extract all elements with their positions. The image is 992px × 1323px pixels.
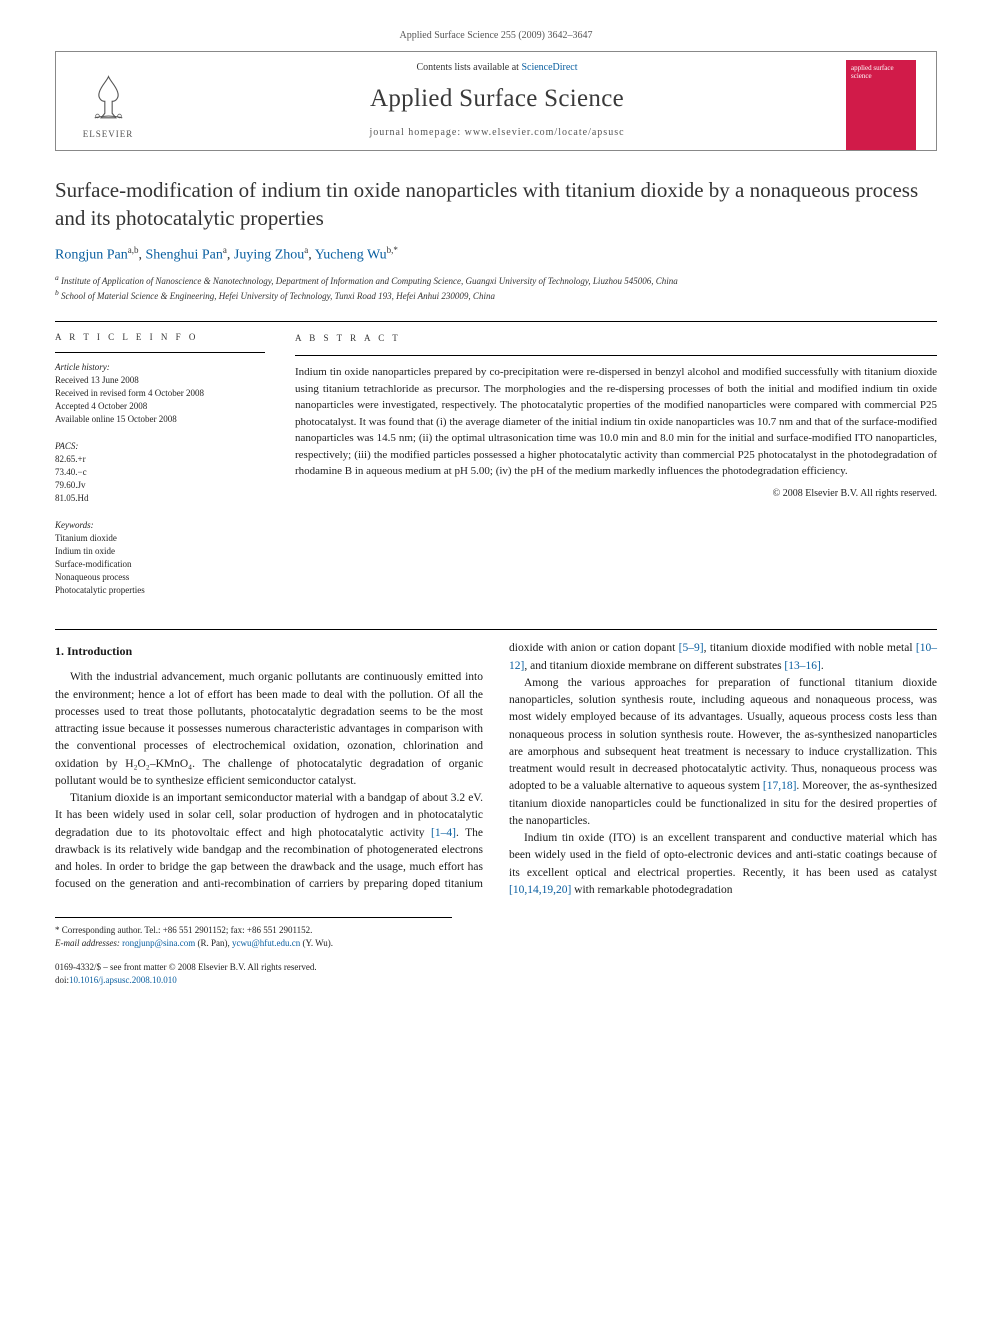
author-affil-sup: a [304,245,308,255]
affiliation-a: Institute of Application of Nanoscience … [61,276,678,286]
body-span: Indium tin oxide (ITO) is an excellent t… [509,832,937,879]
body-span: , and titanium dioxide membrane on diffe… [524,660,784,672]
article-info-column: A R T I C L E I N F O Article history: R… [55,332,265,612]
body-span: Among the various approaches for prepara… [509,677,937,793]
doi-link[interactable]: 10.1016/j.apsusc.2008.10.010 [69,975,177,985]
divider [55,629,937,630]
homepage-url: www.elsevier.com/locate/apsusc [465,127,625,138]
pacs-label: PACS: [55,440,265,453]
article-title: Surface-modification of indium tin oxide… [55,176,937,233]
keyword: Titanium dioxide [55,532,265,545]
author-link[interactable]: Shenghui Pan [145,247,222,262]
author-link[interactable]: Rongjun Pan [55,247,128,262]
corr-author-line: * Corresponding author. Tel.: +86 551 29… [55,924,452,937]
front-matter-line: 0169-4332/$ – see front matter © 2008 El… [55,961,937,974]
author-affil-sup: b,* [387,245,398,255]
body-span: , titanium dioxide modified with noble m… [704,642,916,654]
citation-link[interactable]: [17,18] [763,780,797,792]
divider [55,321,937,322]
abstract-copyright: © 2008 Elsevier B.V. All rights reserved… [295,486,937,501]
doi-label: doi: [55,975,69,985]
affiliations: a Institute of Application of Nanoscienc… [55,273,937,302]
abstract-label: A B S T R A C T [295,332,937,346]
body-paragraph: Indium tin oxide (ITO) is an excellent t… [509,830,937,899]
keyword: Nonaqueous process [55,571,265,584]
journal-cover-thumb: applied surface science [846,60,916,150]
cover-text: applied surface science [851,65,911,80]
body-span: Titanium dioxide is an important semicon… [55,792,483,839]
footer-copyright: 0169-4332/$ – see front matter © 2008 El… [55,961,937,986]
email-who: (Y. Wu). [300,938,333,948]
journal-name: Applied Surface Science [148,85,846,113]
running-head: Applied Surface Science 255 (2009) 3642–… [55,30,937,41]
section-heading-intro: 1. Introduction [55,642,483,660]
email-label: E-mail addresses: [55,938,122,948]
publisher-logo-block: ELSEVIER [68,72,148,139]
keyword: Photocatalytic properties [55,584,265,597]
pacs-code: 73.40.−c [55,466,265,479]
corresponding-author-footnote: * Corresponding author. Tel.: +86 551 29… [55,917,452,949]
history-line: Accepted 4 October 2008 [55,400,265,413]
contents-available-line: Contents lists available at ScienceDirec… [148,62,846,73]
citation-link[interactable]: [13–16] [784,660,820,672]
pacs-code: 81.05.Hd [55,492,265,505]
author-link[interactable]: Yucheng Wu [315,247,387,262]
author-affil-sup: a,b [128,245,139,255]
pacs-code: 79.60.Jv [55,479,265,492]
citation-link[interactable]: [5–9] [679,642,704,654]
body-paragraph: Among the various approaches for prepara… [509,675,937,830]
email-link[interactable]: rongjunp@sina.com [122,938,195,948]
author-list: Rongjun Pana,b, Shenghui Pana, Juying Zh… [55,245,937,264]
email-link[interactable]: ycwu@hfut.edu.cn [232,938,300,948]
elsevier-tree-icon [81,72,136,127]
abstract-column: A B S T R A C T Indium tin oxide nanopar… [295,332,937,612]
affiliation-b: School of Material Science & Engineering… [61,291,495,301]
author-affil-sup: a [223,245,227,255]
body-span: with remarkable photodegradation [571,884,732,896]
citation-link[interactable]: [1–4] [431,827,456,839]
email-who: (R. Pan), [195,938,232,948]
keyword: Indium tin oxide [55,545,265,558]
body-paragraph: With the industrial advancement, much or… [55,669,483,790]
pacs-code: 82.65.+r [55,453,265,466]
journal-homepage: journal homepage: www.elsevier.com/locat… [148,127,846,138]
article-info-label: A R T I C L E I N F O [55,332,265,342]
body-span: . [821,660,824,672]
history-line: Received 13 June 2008 [55,374,265,387]
history-line: Available online 15 October 2008 [55,413,265,426]
publisher-name: ELSEVIER [83,129,134,139]
contents-pre: Contents lists available at [416,62,521,73]
citation-link[interactable]: [10,14,19,20] [509,884,571,896]
keywords-label: Keywords: [55,519,265,532]
body-two-column: 1. Introduction With the industrial adva… [55,640,937,899]
author-link[interactable]: Juying Zhou [234,247,304,262]
homepage-pre: journal homepage: [369,127,464,138]
history-line: Received in revised form 4 October 2008 [55,387,265,400]
journal-banner: ELSEVIER Contents lists available at Sci… [55,51,937,151]
abstract-text: Indium tin oxide nanoparticles prepared … [295,364,937,480]
history-label: Article history: [55,361,265,374]
keyword: Surface-modification [55,558,265,571]
sciencedirect-link[interactable]: ScienceDirect [521,62,577,73]
